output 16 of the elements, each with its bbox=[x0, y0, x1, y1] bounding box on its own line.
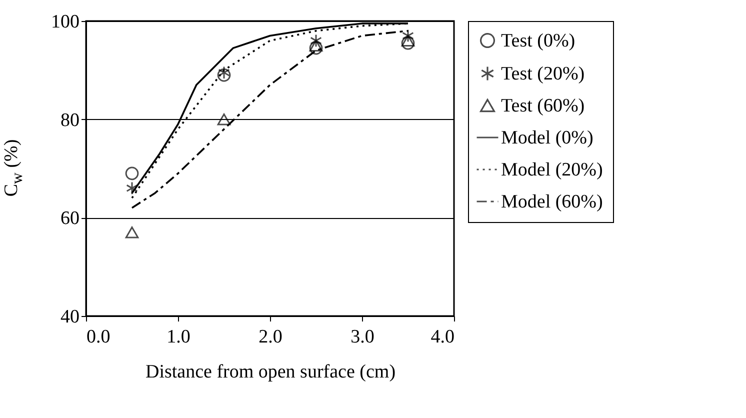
x-tick-label: 0.0 bbox=[86, 326, 110, 348]
legend-label: Test (60%) bbox=[501, 96, 585, 116]
x-tick-label: 3.0 bbox=[350, 326, 374, 348]
x-tick-label: 2.0 bbox=[258, 326, 282, 348]
legend-label: Model (60%) bbox=[501, 192, 603, 212]
y-tick-label: 60 bbox=[60, 208, 80, 230]
x-tick-label: 1.0 bbox=[166, 326, 190, 348]
y-tick-label: 40 bbox=[60, 306, 80, 328]
legend-label: Test (0%) bbox=[501, 30, 576, 52]
y-tick-label: 80 bbox=[60, 110, 80, 131]
x-axis-title: Distance from open surface (cm) bbox=[145, 362, 396, 382]
y-tick-label: 100 bbox=[51, 12, 80, 32]
legend-label: Model (0%) bbox=[501, 128, 594, 148]
legend-label: Model (20%) bbox=[501, 160, 603, 180]
x-tick-label: 4.0 bbox=[430, 326, 454, 348]
legend-label: Test (20%) bbox=[501, 64, 585, 84]
